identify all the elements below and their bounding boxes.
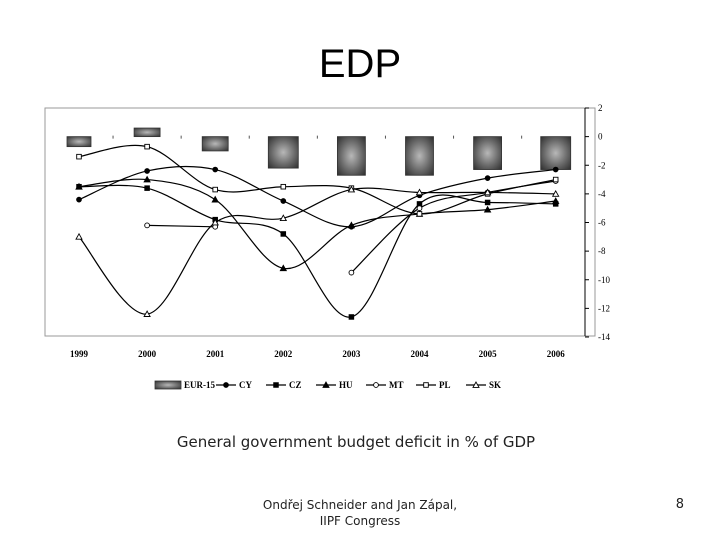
chart: 2 0 -2 -4 -6 -8 -10 -12 -14 1999 2000 2001 2002 2003… (44, 103, 610, 390)
bar-eur-15 (133, 127, 161, 138)
point-cy (76, 196, 82, 203)
point-hu (551, 197, 560, 204)
x-tick-label: 2006 (547, 349, 566, 359)
x-tick-label: 2004 (411, 349, 430, 359)
x-tick-label: 1999 (70, 349, 89, 359)
chart-caption: General government budget deficit in % o… (176, 433, 536, 451)
y-tick-label: -14 (598, 332, 610, 342)
bar-eur-15 (405, 136, 434, 176)
point-hu (143, 175, 151, 183)
bar-eur-15 (540, 136, 572, 170)
legend-marker-pl (423, 382, 429, 388)
legend-label-cy: CY (239, 380, 252, 390)
legend-marker-cy (223, 382, 229, 388)
y-tick-label: -4 (598, 189, 606, 199)
page-number: 8 (675, 497, 684, 512)
point-cy (212, 166, 219, 173)
point-cy (484, 175, 491, 181)
series-line-hu (78, 178, 556, 269)
point-pl (552, 176, 559, 183)
x-tick-label: 2001 (206, 349, 225, 359)
series-line-cy (78, 165, 556, 228)
bar-eur-15 (473, 136, 503, 170)
legend-label-mt: MT (389, 380, 404, 390)
footer-author: Ondřej Schneider and Jan Zápal, IIPF Con… (200, 497, 520, 529)
legend-marker-mt (373, 382, 379, 388)
x-tick-label: 2005 (479, 349, 498, 359)
point-mt (416, 205, 423, 212)
point-hu (75, 182, 83, 190)
point-cy (552, 166, 559, 173)
legend-marker-hu (322, 381, 330, 388)
bar-eur-15 (267, 136, 299, 169)
legend-label-hu: HU (339, 380, 353, 390)
point-pl (212, 186, 218, 193)
point-cz (280, 231, 287, 237)
point-cy (280, 198, 287, 204)
point-cz (144, 185, 150, 191)
point-hu (279, 264, 288, 272)
legend-label-pl: PL (439, 380, 451, 390)
slide-title: EDP (318, 42, 402, 86)
legend-swatch-eur-15 (154, 380, 182, 390)
point-sk (483, 188, 492, 196)
y-tick-label: -12 (598, 303, 610, 313)
point-pl (416, 211, 423, 217)
point-sk (415, 188, 424, 196)
point-cz (484, 199, 491, 206)
y-tick-label: 0 (598, 132, 603, 142)
x-tick-label: 2003 (342, 349, 361, 359)
y-tick-label: -6 (598, 218, 606, 228)
point-sk (551, 189, 560, 197)
point-pl (76, 153, 82, 160)
legend-label-cz: CZ (289, 380, 302, 390)
footer-author-line-1: Ondřej Schneider and Jan Zápal, (262, 498, 458, 512)
x-tick-label: 2000 (138, 349, 157, 359)
point-mt (144, 222, 150, 229)
plot-area (44, 107, 596, 337)
bar-eur-15 (201, 136, 229, 152)
point-sk (347, 185, 356, 193)
point-hu (347, 221, 356, 229)
x-tick-label: 2002 (274, 349, 293, 359)
bar-eur-15 (66, 136, 92, 148)
legend-marker-sk (472, 381, 480, 388)
y-tick-label: -8 (598, 246, 606, 256)
point-hu (483, 205, 492, 213)
point-sk (75, 232, 83, 240)
y-tick-label: 2 (598, 103, 603, 113)
point-cy (144, 168, 150, 174)
point-mt (348, 269, 355, 276)
point-pl (144, 143, 150, 150)
series-line-pl (78, 144, 556, 215)
point-sk (279, 214, 288, 222)
legend-marker-cz (273, 382, 279, 388)
point-pl (280, 183, 287, 190)
series-line-cz (78, 184, 556, 318)
y-tick-label: -2 (598, 160, 606, 170)
y-tick-label: -10 (598, 275, 610, 285)
point-sk (143, 310, 151, 317)
legend-label-eur-15: EUR-15 (184, 380, 215, 390)
point-hu (211, 195, 219, 203)
point-sk (211, 218, 219, 226)
footer-author-line-2: IIPF Congress (319, 514, 401, 528)
bar-eur-15 (336, 136, 366, 176)
point-cz (348, 314, 355, 320)
legend-label-sk: SK (489, 380, 501, 390)
